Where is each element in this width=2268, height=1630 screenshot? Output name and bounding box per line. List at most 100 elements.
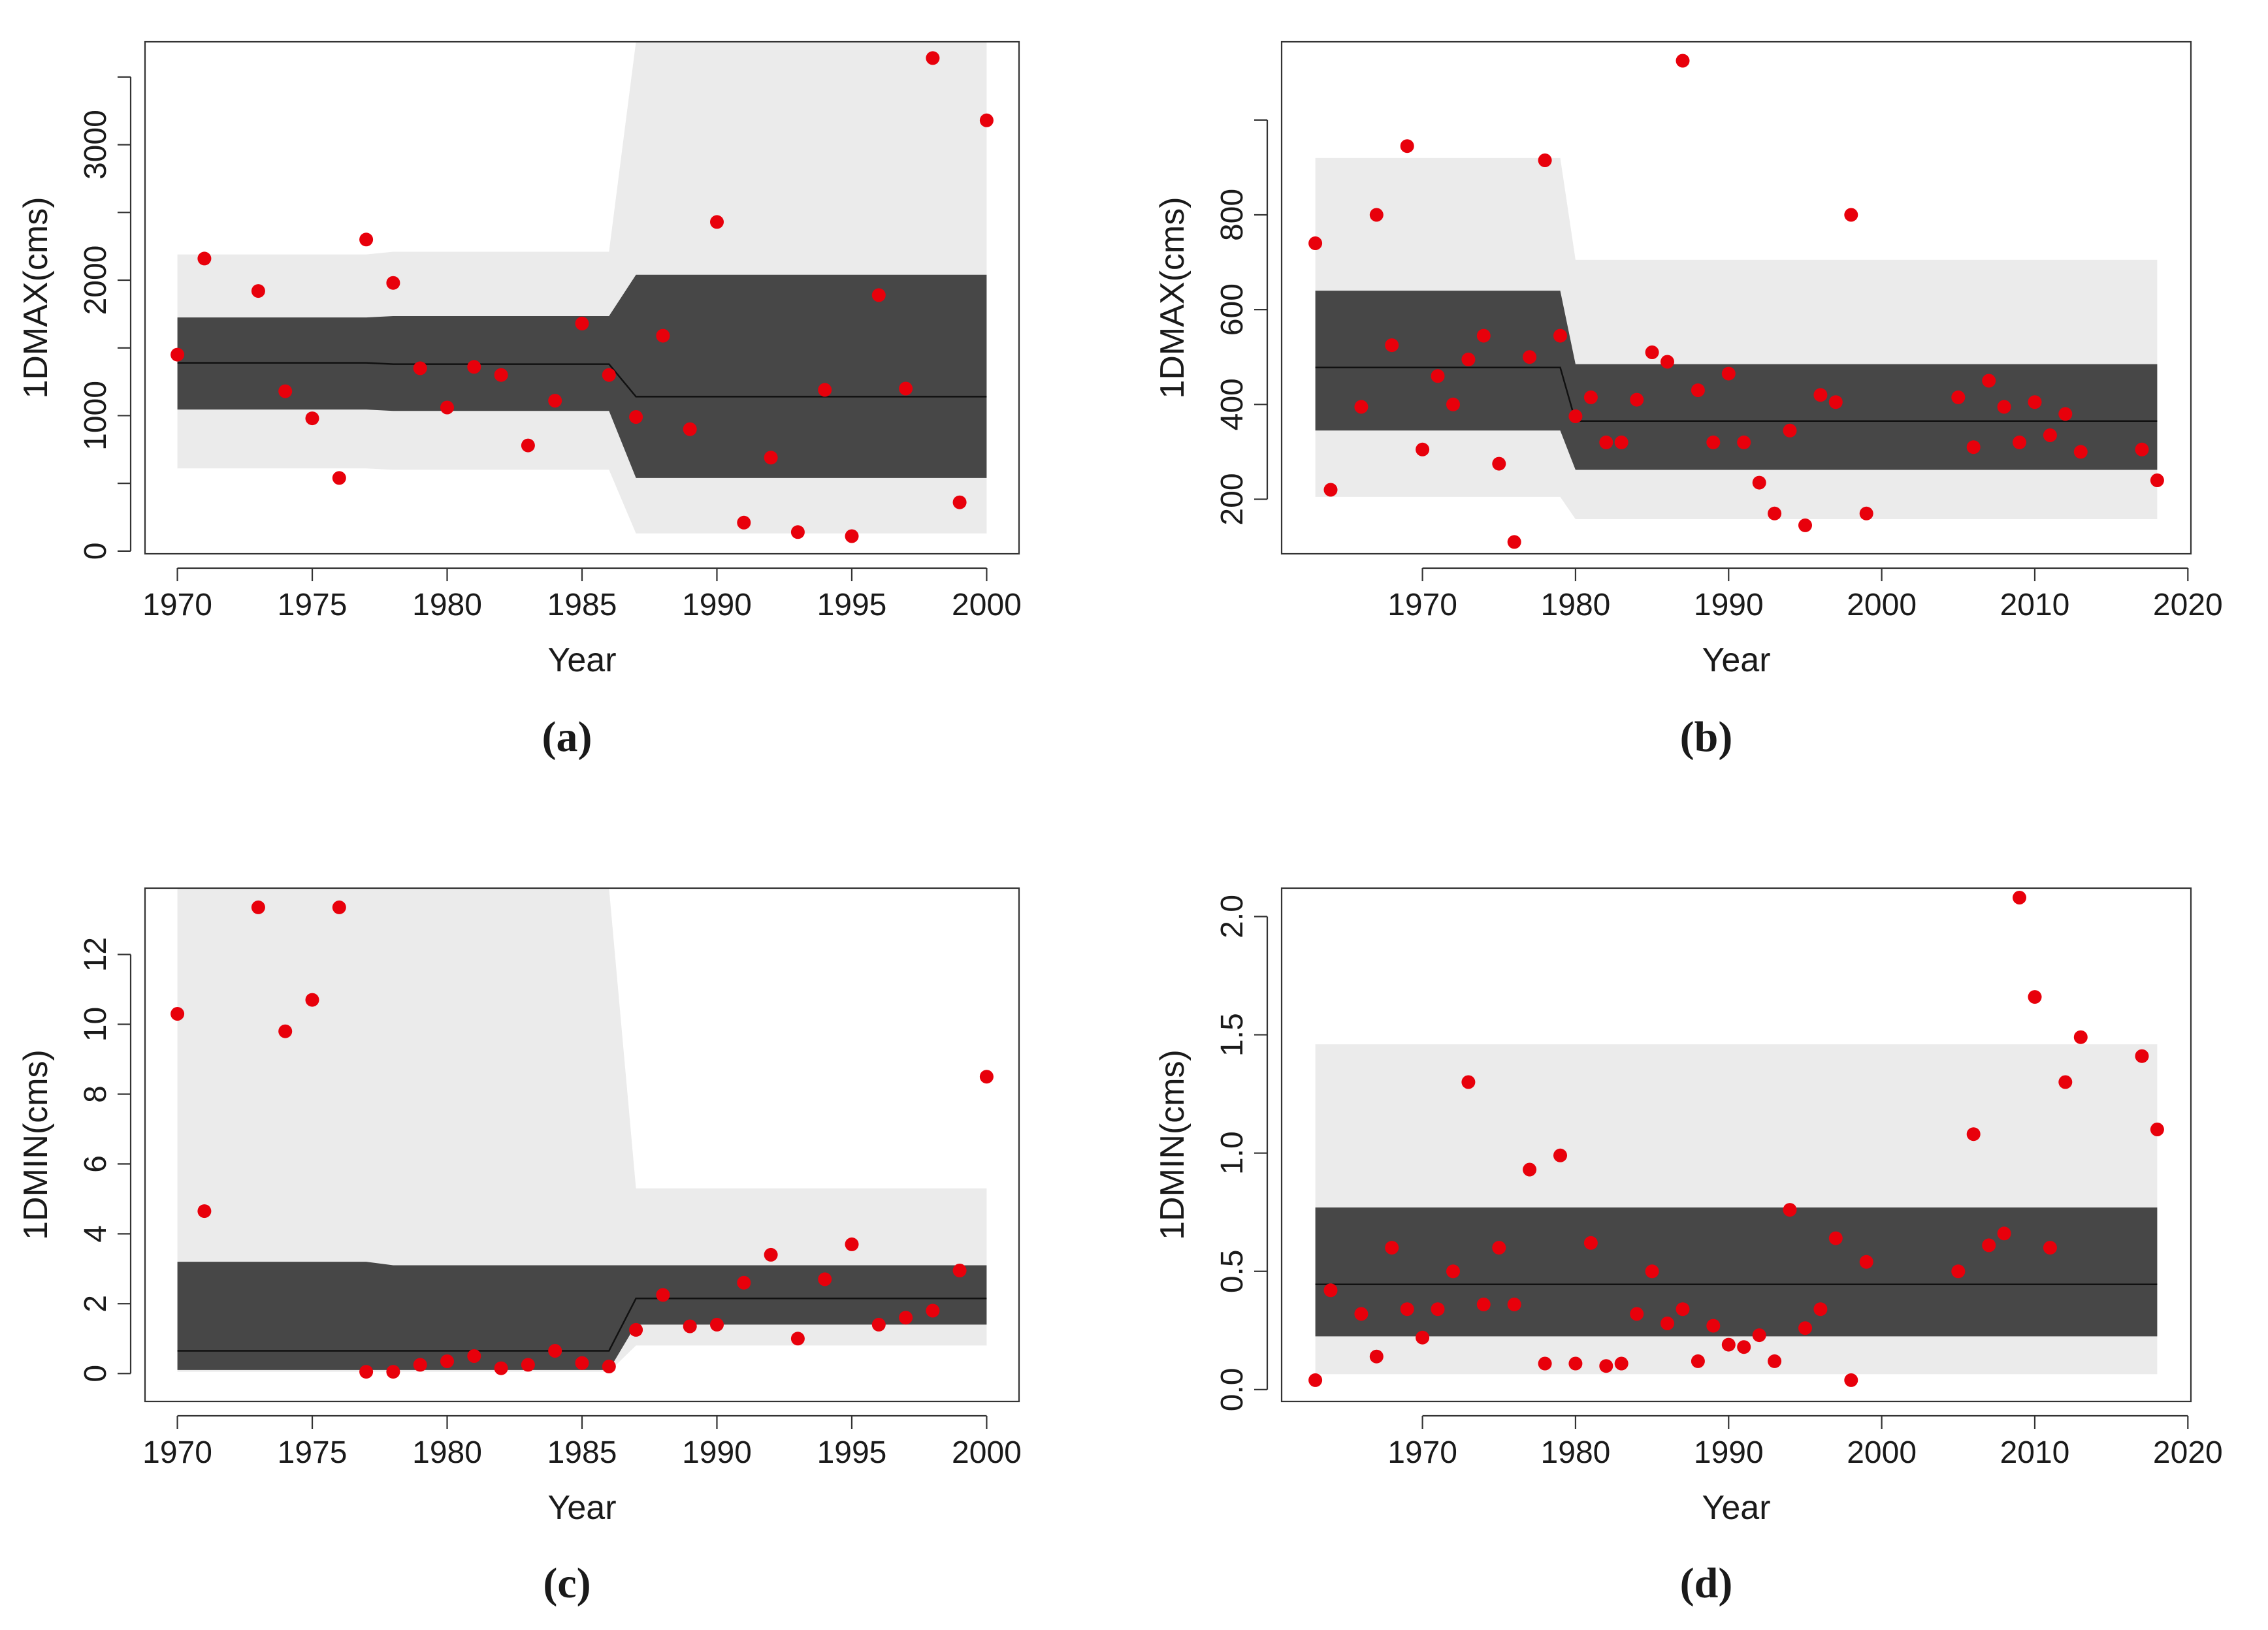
data-point bbox=[1982, 1238, 1996, 1253]
data-points bbox=[170, 51, 994, 543]
data-point bbox=[1844, 208, 1858, 222]
data-point bbox=[1706, 435, 1721, 449]
x-tick-label: 2000 bbox=[1847, 588, 1917, 622]
band-group bbox=[177, 888, 987, 1372]
y-tick-label: 4 bbox=[78, 1225, 113, 1243]
x-tick-label: 1975 bbox=[278, 1435, 348, 1470]
inner-interval-band bbox=[177, 274, 987, 478]
data-point bbox=[1768, 1354, 1782, 1368]
data-point bbox=[1706, 1318, 1721, 1333]
data-point bbox=[1737, 1340, 1751, 1354]
panel-caption: (b) bbox=[1680, 713, 1733, 761]
data-point bbox=[386, 1365, 400, 1379]
y-tick-label: 400 bbox=[1215, 378, 1250, 430]
band-group bbox=[1315, 157, 2158, 519]
data-point bbox=[1752, 1328, 1766, 1343]
x-tick-label: 1970 bbox=[142, 588, 212, 622]
data-point bbox=[1599, 435, 1613, 449]
data-point bbox=[1660, 355, 1674, 369]
data-point bbox=[1783, 423, 1797, 438]
data-point bbox=[1538, 153, 1552, 167]
x-axis-title: Year bbox=[1702, 1489, 1770, 1527]
data-point bbox=[2028, 990, 2042, 1004]
x-axis-title: Year bbox=[547, 1489, 616, 1527]
data-point bbox=[575, 316, 589, 330]
x-tick-label: 1990 bbox=[682, 1435, 752, 1470]
data-point bbox=[1583, 1236, 1598, 1250]
panel-caption: (a) bbox=[542, 713, 592, 761]
x-tick-label: 1995 bbox=[817, 588, 887, 622]
data-point bbox=[1431, 1302, 1445, 1317]
data-point bbox=[602, 368, 616, 382]
data-point bbox=[602, 1360, 616, 1373]
data-point bbox=[413, 361, 427, 376]
data-point bbox=[1446, 1264, 1460, 1279]
data-point bbox=[1416, 1330, 1430, 1345]
data-point bbox=[2013, 435, 2026, 449]
x-tick-label: 1990 bbox=[1694, 1435, 1764, 1470]
data-point bbox=[1737, 435, 1751, 449]
data-point bbox=[2150, 1123, 2164, 1136]
y-tick-label: 600 bbox=[1215, 283, 1250, 336]
data-point bbox=[899, 1311, 913, 1325]
data-point bbox=[305, 411, 319, 426]
data-point bbox=[710, 215, 724, 229]
data-point bbox=[2058, 1075, 2073, 1089]
data-point bbox=[1859, 1254, 1873, 1269]
data-point bbox=[413, 1358, 427, 1372]
data-point bbox=[1385, 338, 1399, 353]
y-tick-label: 0 bbox=[78, 543, 113, 560]
data-point bbox=[359, 232, 374, 247]
y-tick-label: 800 bbox=[1215, 189, 1250, 241]
data-point bbox=[1768, 506, 1782, 520]
data-point bbox=[1997, 1226, 2011, 1241]
data-point bbox=[764, 1247, 778, 1262]
data-point bbox=[170, 1007, 185, 1021]
data-point bbox=[1691, 1354, 1705, 1368]
data-point bbox=[871, 288, 886, 302]
data-point bbox=[2043, 428, 2057, 442]
data-point bbox=[1813, 388, 1828, 402]
data-point bbox=[1721, 1337, 1736, 1352]
data-point bbox=[737, 1275, 751, 1290]
y-tick-label: 1000 bbox=[78, 381, 113, 451]
data-point bbox=[1645, 1264, 1659, 1279]
data-point bbox=[1966, 440, 1981, 455]
data-point bbox=[1752, 475, 1766, 490]
data-point bbox=[790, 525, 805, 539]
data-point bbox=[386, 276, 400, 290]
data-point bbox=[1798, 1321, 1812, 1335]
data-point bbox=[2028, 395, 2042, 409]
y-tick-label: 2.0 bbox=[1215, 895, 1250, 938]
data-point bbox=[1461, 1075, 1476, 1089]
data-point bbox=[1676, 1302, 1690, 1317]
data-point bbox=[548, 394, 562, 408]
data-point bbox=[332, 471, 346, 485]
data-point bbox=[1599, 1359, 1613, 1373]
data-point bbox=[818, 383, 832, 397]
data-point bbox=[1354, 1307, 1369, 1321]
data-point bbox=[845, 1237, 859, 1251]
data-point bbox=[737, 515, 751, 530]
y-tick-label: 8 bbox=[78, 1085, 113, 1103]
data-point bbox=[1630, 1307, 1644, 1321]
x-tick-label: 1980 bbox=[412, 588, 482, 622]
data-point bbox=[1676, 54, 1690, 68]
x-tick-label: 1985 bbox=[547, 1435, 617, 1470]
data-point bbox=[1446, 397, 1460, 411]
y-tick-label: 0.0 bbox=[1215, 1368, 1250, 1412]
data-point bbox=[1614, 1356, 1628, 1371]
x-tick-label: 2000 bbox=[952, 1435, 1022, 1470]
data-point bbox=[899, 381, 913, 396]
data-point bbox=[1813, 1302, 1828, 1317]
data-point bbox=[764, 451, 778, 465]
data-point bbox=[1568, 409, 1583, 423]
data-point bbox=[1645, 345, 1659, 359]
data-point bbox=[2135, 1049, 2149, 1063]
data-points bbox=[1308, 54, 2164, 549]
data-point bbox=[1859, 506, 1873, 520]
data-point bbox=[1507, 1298, 1521, 1311]
x-tick-label: 2010 bbox=[2000, 1435, 2070, 1470]
data-point bbox=[1982, 374, 1996, 388]
